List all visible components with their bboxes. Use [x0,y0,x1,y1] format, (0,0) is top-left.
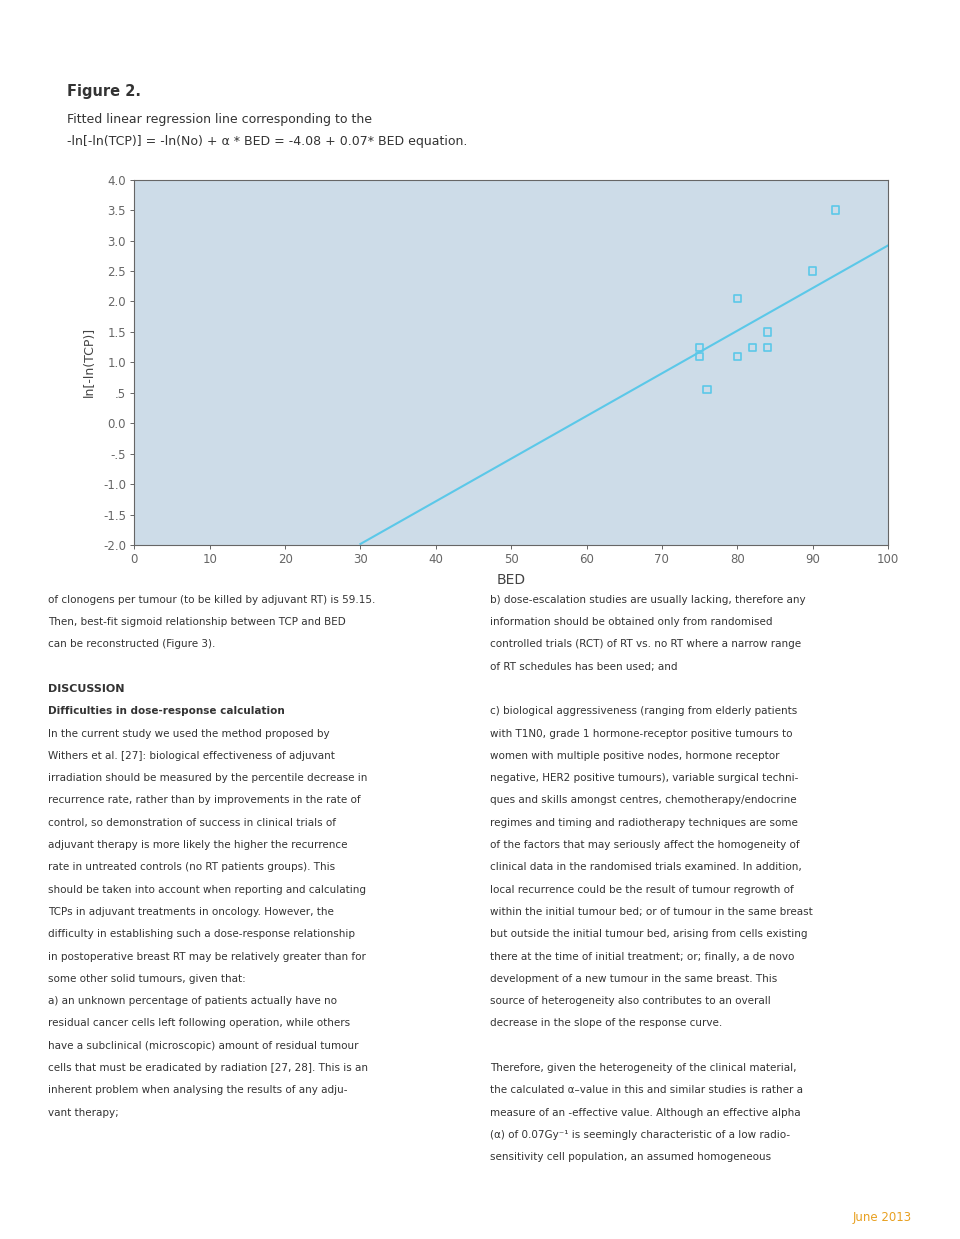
Text: recurrence rate, rather than by improvements in the rate of: recurrence rate, rather than by improvem… [48,795,361,805]
Text: Fitted linear regression line corresponding to the: Fitted linear regression line correspond… [67,113,372,125]
X-axis label: BED: BED [496,574,526,587]
Text: have a subclinical (microscopic) amount of residual tumour: have a subclinical (microscopic) amount … [48,1041,358,1051]
Text: measure of an -effective value. Although an effective alpha: measure of an -effective value. Although… [490,1108,801,1118]
Text: should be taken into account when reporting and calculating: should be taken into account when report… [48,885,366,895]
Text: sensitivity cell population, an assumed homogeneous: sensitivity cell population, an assumed … [490,1152,771,1162]
Point [804,261,820,281]
Text: with T1N0, grade 1 hormone-receptor positive tumours to: with T1N0, grade 1 hormone-receptor posi… [490,729,792,738]
Text: Therefore, given the heterogeneity of the clinical material,: Therefore, given the heterogeneity of th… [490,1063,796,1073]
Text: women with multiple positive nodes, hormone receptor: women with multiple positive nodes, horm… [490,751,780,761]
Point [700,380,715,400]
Text: the calculated α–value in this and similar studies is rather a: the calculated α–value in this and simil… [490,1085,803,1095]
Text: but outside the initial tumour bed, arising from cells existing: but outside the initial tumour bed, aris… [490,929,807,939]
Text: regimes and timing and radiotherapy techniques are some: regimes and timing and radiotherapy tech… [490,818,798,828]
Text: controlled trials (RCT) of RT vs. no RT where a narrow range: controlled trials (RCT) of RT vs. no RT … [490,639,801,649]
Text: -ln[-ln(TCP)] = -ln(No) + α * BED = -4.08 + 0.07* BED equation.: -ln[-ln(TCP)] = -ln(No) + α * BED = -4.0… [67,135,468,147]
Text: difficulty in establishing such a dose-response relationship: difficulty in establishing such a dose-r… [48,929,355,939]
Text: TCPs in adjuvant treatments in oncology. However, the: TCPs in adjuvant treatments in oncology.… [48,907,334,917]
Text: inherent problem when analysing the results of any adju-: inherent problem when analysing the resu… [48,1085,348,1095]
Text: can be reconstructed (Figure 3).: can be reconstructed (Figure 3). [48,639,215,649]
Text: negative, HER2 positive tumours), variable surgical techni-: negative, HER2 positive tumours), variab… [490,773,798,783]
Text: In the current study we used the method proposed by: In the current study we used the method … [48,729,329,738]
Text: source of heterogeneity also contributes to an overall: source of heterogeneity also contributes… [490,996,770,1006]
Text: there at the time of initial treatment; or; finally, a de novo: there at the time of initial treatment; … [490,952,794,961]
Text: Withers et al. [27]: biological effectiveness of adjuvant: Withers et al. [27]: biological effectiv… [48,751,335,761]
Text: information should be obtained only from randomised: information should be obtained only from… [490,617,772,627]
Text: control, so demonstration of success in clinical trials of: control, so demonstration of success in … [48,818,336,828]
Text: June 2013: June 2013 [852,1212,912,1224]
Text: local recurrence could be the result of tumour regrowth of: local recurrence could be the result of … [490,885,793,895]
Point [745,337,760,357]
Text: a) an unknown percentage of patients actually have no: a) an unknown percentage of patients act… [48,996,337,1006]
Text: of RT schedules has been used; and: of RT schedules has been used; and [490,662,677,672]
Text: in postoperative breast RT may be relatively greater than for: in postoperative breast RT may be relati… [48,952,366,961]
Text: vant therapy;: vant therapy; [48,1108,119,1118]
Text: Original Research / 15: Original Research / 15 [731,19,931,37]
Point [759,337,775,357]
Text: c) biological aggressiveness (ranging from elderly patients: c) biological aggressiveness (ranging fr… [490,706,797,716]
Text: adjuvant therapy is more likely the higher the recurrence: adjuvant therapy is more likely the high… [48,840,348,850]
Text: development of a new tumour in the same breast. This: development of a new tumour in the same … [490,974,777,984]
Point [692,347,708,367]
Text: DISCUSSION: DISCUSSION [48,684,125,694]
Text: some other solid tumours, given that:: some other solid tumours, given that: [48,974,246,984]
Text: clinical data in the randomised trials examined. In addition,: clinical data in the randomised trials e… [490,862,802,872]
Point [759,322,775,342]
Y-axis label: ln[-ln(TCP)]: ln[-ln(TCP)] [84,327,96,398]
Text: Difficulties in dose-response calculation: Difficulties in dose-response calculatio… [48,706,285,716]
Text: of the factors that may seriously affect the homogeneity of: of the factors that may seriously affect… [490,840,800,850]
Point [692,337,708,357]
Text: irradiation should be measured by the percentile decrease in: irradiation should be measured by the pe… [48,773,368,783]
Text: decrease in the slope of the response curve.: decrease in the slope of the response cu… [490,1018,722,1028]
Text: (α) of 0.07Gy⁻¹ is seemingly characteristic of a low radio-: (α) of 0.07Gy⁻¹ is seemingly characteris… [490,1130,790,1140]
Text: cells that must be eradicated by radiation [27, 28]. This is an: cells that must be eradicated by radiati… [48,1063,368,1073]
Text: ques and skills amongst centres, chemotherapy/endocrine: ques and skills amongst centres, chemoth… [490,795,796,805]
Point [730,347,745,367]
Text: b) dose-escalation studies are usually lacking, therefore any: b) dose-escalation studies are usually l… [490,595,805,605]
Text: of clonogens per tumour (to be killed by adjuvant RT) is 59.15.: of clonogens per tumour (to be killed by… [48,595,375,605]
Point [730,289,745,309]
Point [828,201,843,221]
Text: within the initial tumour bed; or of tumour in the same breast: within the initial tumour bed; or of tum… [490,907,812,917]
Text: residual cancer cells left following operation, while others: residual cancer cells left following ope… [48,1018,350,1028]
Text: rate in untreated controls (no RT patients groups). This: rate in untreated controls (no RT patien… [48,862,335,872]
Text: Then, best-fit sigmoid relationship between TCP and BED: Then, best-fit sigmoid relationship betw… [48,617,346,627]
Text: Figure 2.: Figure 2. [67,84,141,99]
